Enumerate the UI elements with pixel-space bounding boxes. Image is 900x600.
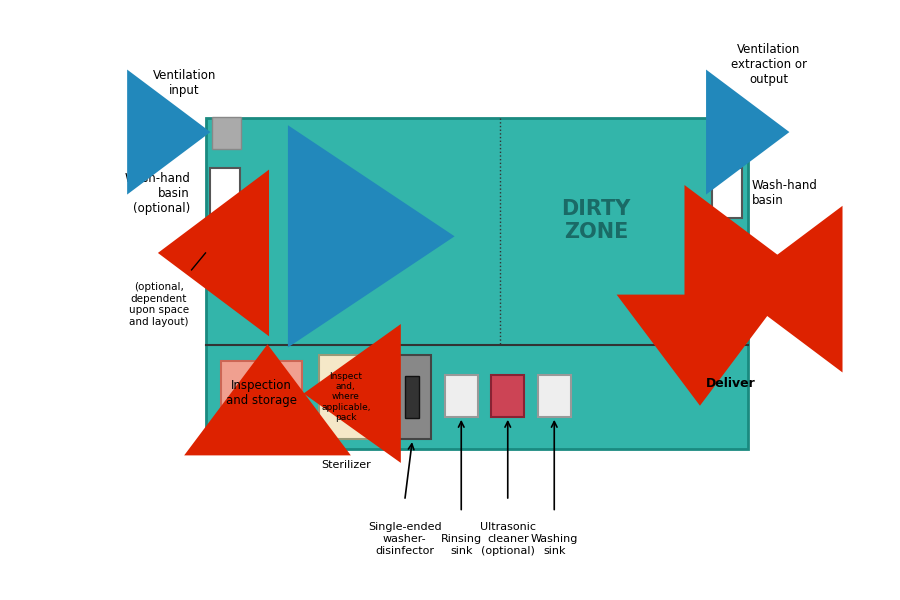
- Bar: [205, 118, 748, 449]
- Text: Ventilation
input: Ventilation input: [153, 68, 216, 97]
- Text: Rinsing
sink: Rinsing sink: [441, 534, 482, 556]
- Text: OUT: OUT: [802, 256, 830, 269]
- Bar: [445, 374, 478, 417]
- Text: Inspect
and,
where
applicable,
pack: Inspect and, where applicable, pack: [321, 371, 371, 422]
- Bar: [491, 374, 524, 417]
- Text: Deliver: Deliver: [706, 377, 756, 391]
- Text: Single-ended
washer-
disinfector: Single-ended washer- disinfector: [368, 523, 442, 556]
- Bar: [538, 374, 571, 417]
- Text: Ventilation
extraction or
output: Ventilation extraction or output: [731, 43, 807, 86]
- Text: Wash-hand
basin: Wash-hand basin: [752, 179, 818, 207]
- Text: OUT: OUT: [192, 271, 215, 281]
- Text: Inspection
and storage: Inspection and storage: [226, 379, 297, 407]
- Text: Washing
sink: Washing sink: [531, 534, 578, 556]
- Bar: [212, 116, 241, 149]
- Bar: [211, 168, 239, 218]
- Text: CLEAN
ZONE: CLEAN ZONE: [287, 199, 363, 242]
- Text: IN: IN: [802, 277, 816, 289]
- Bar: [221, 361, 302, 426]
- Text: Ultrasonic
cleaner
(optional): Ultrasonic cleaner (optional): [480, 523, 536, 556]
- Bar: [394, 355, 431, 439]
- Text: Wash-hand
basin
(optional): Wash-hand basin (optional): [124, 172, 190, 215]
- Text: (optional,
dependent
upon space
and layout): (optional, dependent upon space and layo…: [129, 282, 189, 327]
- Bar: [713, 116, 742, 149]
- Text: Sterilizer: Sterilizer: [321, 460, 371, 470]
- Bar: [713, 168, 742, 218]
- Bar: [405, 376, 419, 418]
- Text: DIRTY
ZONE: DIRTY ZONE: [562, 199, 631, 242]
- Bar: [320, 355, 372, 439]
